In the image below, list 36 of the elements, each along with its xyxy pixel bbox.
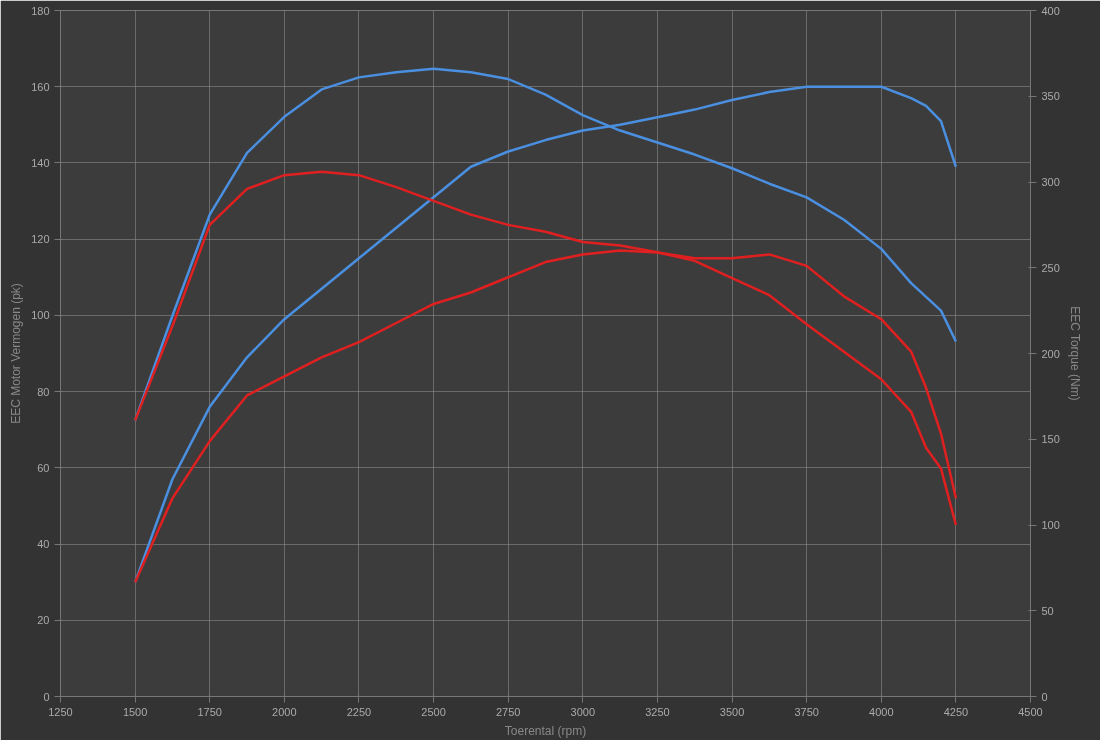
x-tick-label: 4250 (943, 705, 969, 718)
x-tick-label: 3750 (794, 705, 819, 718)
y-tick-label: 160 (31, 80, 50, 93)
y2-tick-label: 400 (1041, 4, 1060, 17)
y2-axis-title: EEC Torque (Nm) (1067, 306, 1082, 401)
x-axis-title: Toerental (rpm) (504, 723, 587, 738)
y2-tick-label: 100 (1041, 519, 1060, 531)
y2-tick-label: 300 (1041, 176, 1060, 188)
y2-tick-label: 0 (1041, 690, 1048, 703)
y-tick-label: 20 (37, 614, 50, 627)
x-tick-label: 2250 (346, 705, 372, 718)
x-tick-label: 2000 (272, 705, 297, 718)
x-tick-label: 4500 (1018, 705, 1043, 718)
y2-tick-label: 150 (1041, 433, 1060, 446)
y2-tick-label: 250 (1041, 261, 1060, 274)
x-tick-label: 2500 (421, 705, 446, 718)
x-tick-label: 3500 (719, 705, 745, 718)
y2-tick-label: 350 (1041, 90, 1060, 103)
y-tick-label: 40 (37, 538, 50, 551)
y-tick-label: 180 (31, 4, 50, 17)
x-tick-label: 1500 (122, 705, 148, 718)
y-axis-title: EEC Motor Vermogen (pk) (9, 283, 24, 424)
y-tick-label: 140 (31, 156, 50, 169)
x-tick-label: 2750 (495, 705, 521, 718)
x-tick-label: 1750 (197, 705, 222, 718)
y-tick-label: 60 (37, 461, 50, 474)
x-tick-label: 1250 (48, 705, 73, 718)
y2-tick-label: 200 (1041, 347, 1060, 360)
y-tick-label: 120 (31, 233, 50, 246)
y2-tick-label: 50 (1041, 604, 1054, 617)
y-tick-label: 100 (31, 309, 50, 322)
y-tick-label: 80 (37, 385, 50, 398)
y-tick-label: 0 (43, 690, 50, 703)
x-tick-label: 3250 (645, 705, 670, 718)
x-tick-label: 3000 (570, 705, 596, 718)
x-tick-label: 4000 (869, 705, 894, 718)
